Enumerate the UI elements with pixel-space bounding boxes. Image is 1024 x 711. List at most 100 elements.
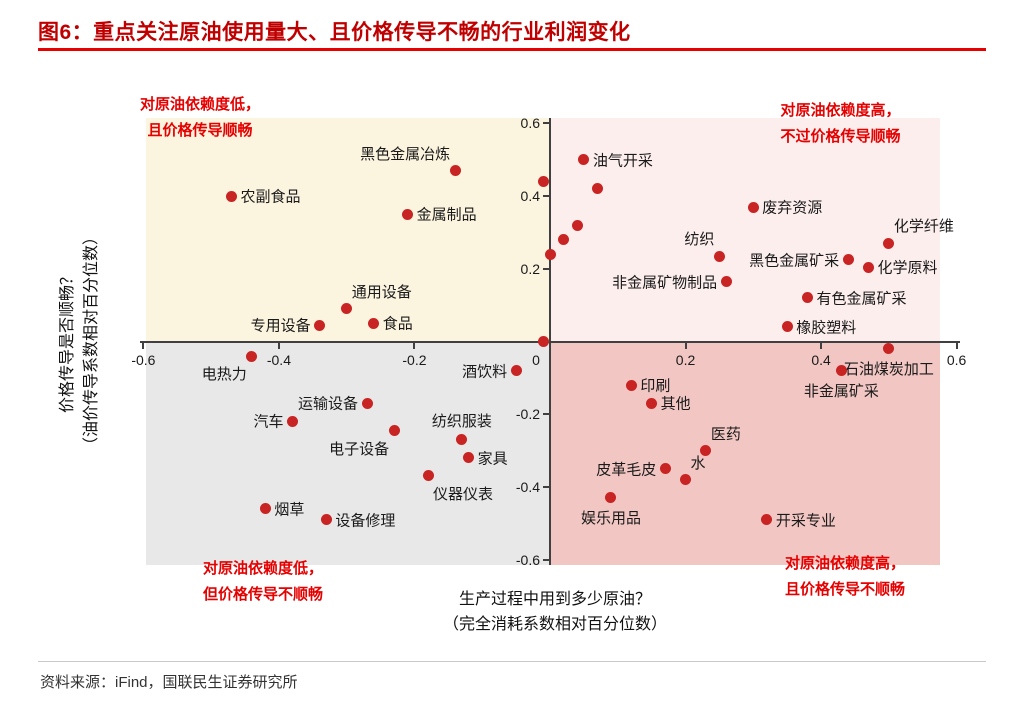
data-point [456, 434, 468, 446]
point-label: 电子设备 [329, 440, 390, 458]
data-point [225, 190, 237, 202]
point-label: 专用设备 [250, 317, 311, 335]
data-point [320, 514, 332, 526]
point-label: 电热力 [201, 366, 247, 384]
point-label: 印刷 [640, 377, 671, 395]
y-tick-mark [543, 558, 549, 561]
point-label: 黑色金属矿采 [749, 252, 840, 270]
quadrant-bottom-left [146, 341, 550, 565]
point-label: 酒饮料 [462, 363, 508, 381]
y-tick-mark [543, 267, 549, 270]
point-label: 有色金属矿采 [816, 290, 907, 308]
source-text: 资料来源：iFind，国联民生证券研究所 [40, 674, 298, 691]
y-tick-mark [543, 413, 549, 416]
data-point [605, 492, 617, 504]
point-label: 设备修理 [335, 512, 396, 530]
data-point [842, 254, 854, 266]
data-point [449, 165, 461, 177]
data-point [361, 397, 373, 409]
x-tick-label: 0 [532, 352, 540, 368]
y-tick-mark [543, 485, 549, 488]
data-point [802, 292, 814, 304]
data-point [259, 503, 271, 515]
annotation-top-right: 对原油依赖度高， 不过价格传导顺畅 [748, 98, 933, 149]
point-label: 化学原料 [877, 259, 938, 277]
y-tick-label: 0.4 [520, 188, 540, 205]
point-label: 运输设备 [298, 395, 359, 413]
y-axis-title: 价格传导是否顺畅？ （油价传导系数相对百分位数） [56, 229, 104, 453]
x-tick-label: -0.4 [266, 352, 291, 368]
point-label: 化学纤维 [893, 218, 954, 236]
point-label: 纺织服装 [431, 412, 492, 430]
data-point [537, 176, 549, 188]
data-point [544, 248, 556, 260]
data-point [537, 336, 549, 347]
data-point [781, 321, 793, 333]
x-axis-title-line2: （完全消耗系数相对百分位数） [442, 615, 667, 633]
x-tick-mark [142, 343, 145, 349]
x-axis-title-line1: 生产过程中用到多少原油？ [458, 591, 651, 608]
data-point [625, 379, 637, 391]
point-label: 金属制品 [416, 206, 477, 224]
point-label: 纺织 [684, 231, 715, 249]
point-label: 仪器仪表 [433, 485, 494, 503]
point-label: 汽车 [253, 413, 284, 431]
x-tick-label: -0.2 [402, 352, 427, 368]
x-tick-mark [820, 343, 823, 349]
plot-area: -0.6 -0.4 -0.2 0 0.2 0.4 0.6 0.6 0.4 0.2 -0.2 -0.4 -… [131, 115, 966, 567]
quadrant-bottom-right [550, 341, 940, 565]
x-tick-mark [277, 343, 280, 349]
point-label: 娱乐用品 [580, 509, 641, 527]
annotation-line: 且价格传导不顺畅 [784, 580, 905, 598]
annotation-bottom-left: 对原油依赖度低， 但价格传导不顺畅 [168, 556, 358, 607]
point-label: 油气开采 [592, 152, 653, 170]
data-point [463, 452, 475, 464]
point-label: 橡胶塑料 [796, 319, 857, 337]
point-label: 其他 [660, 395, 691, 413]
data-point [368, 317, 380, 329]
point-label: 食品 [382, 315, 413, 333]
y-tick-label: -0.2 [515, 406, 540, 423]
y-axis-title-line1: 价格传导是否顺畅？ [59, 268, 76, 414]
data-point [863, 261, 874, 273]
data-point [700, 445, 712, 457]
x-tick-mark [549, 343, 551, 349]
source-divider [38, 661, 986, 662]
y-axis-title-line2: （油价传导系数相对百分位数） [83, 228, 100, 454]
y-tick-label: 0.6 [520, 115, 540, 132]
y-axis-line [549, 118, 551, 565]
data-point [680, 474, 692, 486]
data-point [713, 250, 725, 262]
chart-title: 图6：重点关注原油使用量大、且价格传导不畅的行业利润变化 [38, 21, 631, 44]
y-tick-mark [543, 122, 549, 125]
x-tick-mark [413, 343, 416, 349]
data-point [761, 514, 773, 526]
quadrant-top-right [550, 118, 940, 341]
point-label: 皮革毛皮 [596, 461, 657, 479]
annotation-line: 对原油依赖度低， [202, 560, 323, 577]
x-tick-mark [684, 343, 687, 349]
point-label: 非金属矿采 [803, 382, 879, 400]
annotation-line: 对原油依赖度高， [780, 102, 901, 119]
x-tick-label: 0.6 [946, 352, 967, 368]
data-point [246, 350, 258, 362]
point-label: 废弃资源 [762, 199, 823, 217]
point-label: 开采专业 [775, 512, 836, 530]
point-label: 农副食品 [240, 188, 301, 206]
data-point [835, 365, 847, 377]
x-tick-label: 0.2 [675, 352, 696, 368]
data-point [402, 208, 414, 220]
data-point [646, 397, 658, 409]
annotation-top-left: 对原油依赖度低， 且价格传导顺畅 [110, 92, 290, 143]
annotation-line: 对原油依赖度高， [784, 555, 905, 572]
x-tick-label: -0.6 [131, 352, 156, 368]
point-label: 水 [690, 454, 706, 472]
data-point [883, 237, 895, 249]
data-point [388, 425, 400, 437]
point-label: 黑色金属冶炼 [360, 145, 451, 163]
y-tick-label: -0.4 [515, 478, 540, 495]
data-point [883, 343, 895, 355]
point-label: 石油煤炭加工 [843, 360, 934, 378]
data-point [578, 154, 590, 166]
data-point [659, 463, 671, 475]
